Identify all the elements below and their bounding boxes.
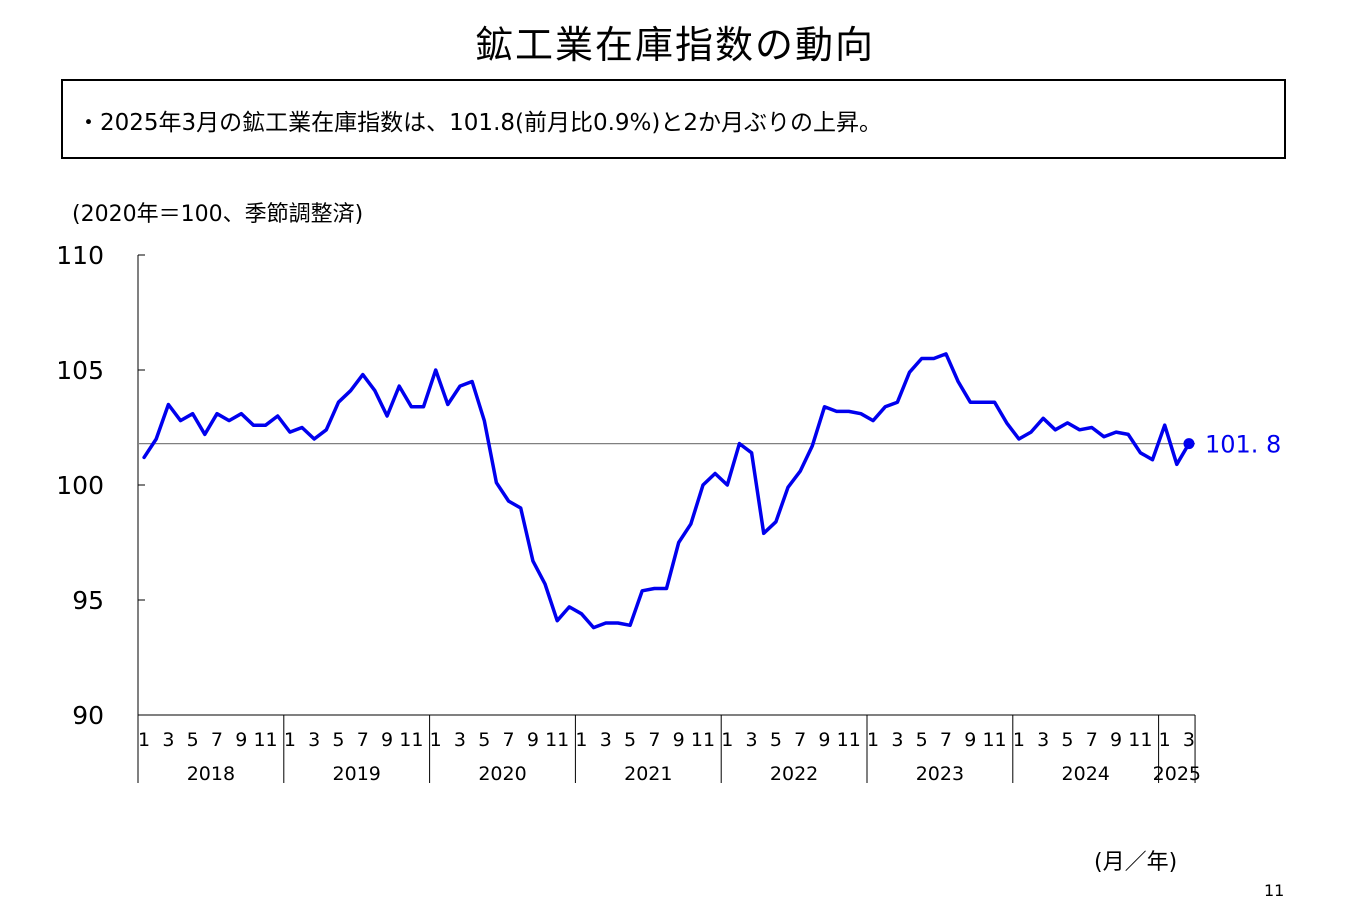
latest-point-marker xyxy=(1183,438,1195,450)
month-tick-label: 5 xyxy=(478,729,490,751)
month-tick-label: 1 xyxy=(138,729,150,751)
summary-box: ・2025年3月の鉱工業在庫指数は、101.8(前月比0.9%)と2か月ぶりの上… xyxy=(61,79,1286,159)
page-title: 鉱工業在庫指数の動向 xyxy=(474,23,875,67)
x-axis-unit-label: (月／年) xyxy=(1094,850,1178,875)
month-tick-label: 3 xyxy=(1037,729,1049,751)
month-tick-label: 1 xyxy=(284,729,296,751)
month-tick-label: 5 xyxy=(332,729,344,751)
month-tick-label: 1 xyxy=(1013,729,1025,751)
month-tick-label: 9 xyxy=(964,729,976,751)
month-tick-label: 3 xyxy=(454,729,466,751)
year-label: 2024 xyxy=(1062,763,1110,785)
month-tick-label: 9 xyxy=(1110,729,1122,751)
month-tick-label: 5 xyxy=(187,729,199,751)
month-tick-label: 9 xyxy=(381,729,393,751)
month-tick-label: 7 xyxy=(1086,729,1098,751)
year-label: 2025 xyxy=(1153,763,1201,785)
latest-value-label: 101. 8 xyxy=(1205,431,1281,459)
month-tick-label: 7 xyxy=(648,729,660,751)
month-tick-label: 7 xyxy=(794,729,806,751)
month-tick-label: 5 xyxy=(624,729,636,751)
year-label: 2021 xyxy=(624,763,672,785)
month-tick-label: 9 xyxy=(235,729,247,751)
y-tick-label: 95 xyxy=(72,586,104,615)
month-tick-label: 3 xyxy=(162,729,174,751)
month-tick-label: 1 xyxy=(575,729,587,751)
y-tick-label: 100 xyxy=(56,471,104,500)
month-tick-label: 9 xyxy=(673,729,685,751)
month-tick-label: 3 xyxy=(600,729,612,751)
summary-text: ・2025年3月の鉱工業在庫指数は、101.8(前月比0.9%)と2か月ぶりの上… xyxy=(77,110,883,136)
month-tick-label: 11 xyxy=(837,729,861,751)
inventory-index-line xyxy=(142,352,1191,630)
y-tick-label: 105 xyxy=(56,356,104,385)
month-tick-label: 5 xyxy=(916,729,928,751)
month-tick-label: 1 xyxy=(867,729,879,751)
month-tick-label: 3 xyxy=(1183,729,1195,751)
year-label: 2018 xyxy=(187,763,235,785)
month-tick-label: 11 xyxy=(545,729,569,751)
month-tick-label: 9 xyxy=(818,729,830,751)
month-tick-label: 7 xyxy=(211,729,223,751)
month-tick-label: 7 xyxy=(503,729,515,751)
month-tick-label: 5 xyxy=(1061,729,1073,751)
month-tick-label: 9 xyxy=(527,729,539,751)
month-tick-label: 11 xyxy=(253,729,277,751)
month-tick-label: 11 xyxy=(691,729,715,751)
month-tick-label: 3 xyxy=(308,729,320,751)
year-label: 2020 xyxy=(478,763,526,785)
month-tick-label: 5 xyxy=(770,729,782,751)
year-label: 2022 xyxy=(770,763,818,785)
year-label: 2023 xyxy=(916,763,964,785)
y-tick-label: 90 xyxy=(72,701,104,730)
month-tick-label: 1 xyxy=(1159,729,1171,751)
page-number: 11 xyxy=(1264,881,1285,900)
month-tick-label: 7 xyxy=(357,729,369,751)
month-tick-label: 11 xyxy=(399,729,423,751)
month-tick-label: 11 xyxy=(982,729,1006,751)
y-tick-label: 110 xyxy=(56,241,104,270)
year-label: 2019 xyxy=(333,763,381,785)
month-tick-label: 11 xyxy=(1128,729,1152,751)
month-tick-label: 1 xyxy=(721,729,733,751)
month-tick-label: 7 xyxy=(940,729,952,751)
month-tick-label: 1 xyxy=(430,729,442,751)
month-tick-label: 3 xyxy=(891,729,903,751)
month-tick-label: 3 xyxy=(746,729,758,751)
unit-note: (2020年＝100、季節調整済) xyxy=(72,202,364,227)
